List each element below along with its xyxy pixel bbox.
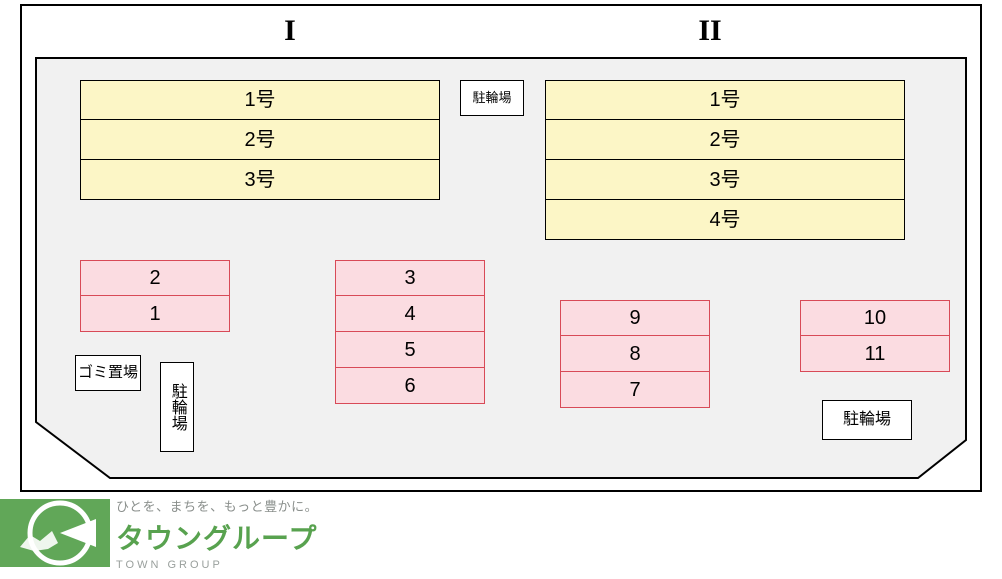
unit-right-4: 4号 bbox=[545, 200, 905, 240]
label-0: 駐輪場 bbox=[460, 80, 524, 116]
logo-tagline: ひとを、まちを、もっと豊かに。 bbox=[116, 496, 318, 515]
parking-6: 6 bbox=[335, 368, 485, 404]
section-header-1: I bbox=[260, 10, 320, 50]
parking-9: 9 bbox=[560, 300, 710, 336]
logo-badge bbox=[0, 487, 110, 579]
unit-right-2: 2号 bbox=[545, 120, 905, 160]
parking-10: 10 bbox=[800, 300, 950, 336]
parking-7: 7 bbox=[560, 372, 710, 408]
parking-8: 8 bbox=[560, 336, 710, 372]
unit-left-3: 3号 bbox=[80, 160, 440, 200]
logo-sub: TOWN GROUP bbox=[116, 559, 318, 571]
parking-11: 11 bbox=[800, 336, 950, 372]
parking-4: 4 bbox=[335, 296, 485, 332]
unit-left-2: 2号 bbox=[80, 120, 440, 160]
brand-logo: ひとを、まちを、もっと豊かに。 タウングループ TOWN GROUP bbox=[0, 487, 360, 579]
unit-right-3: 3号 bbox=[545, 160, 905, 200]
parking-2: 2 bbox=[80, 260, 230, 296]
parking-1: 1 bbox=[80, 296, 230, 332]
parking-5: 5 bbox=[335, 332, 485, 368]
label-bike-vertical: 駐輪場 bbox=[160, 362, 194, 452]
logo-brand: タウングループ bbox=[116, 517, 318, 557]
parking-3: 3 bbox=[335, 260, 485, 296]
unit-right-1: 1号 bbox=[545, 80, 905, 120]
unit-left-1: 1号 bbox=[80, 80, 440, 120]
label-2: 駐輪場 bbox=[822, 400, 912, 440]
label-1: ゴミ置場 bbox=[75, 355, 141, 391]
section-header-2: II bbox=[680, 10, 740, 50]
